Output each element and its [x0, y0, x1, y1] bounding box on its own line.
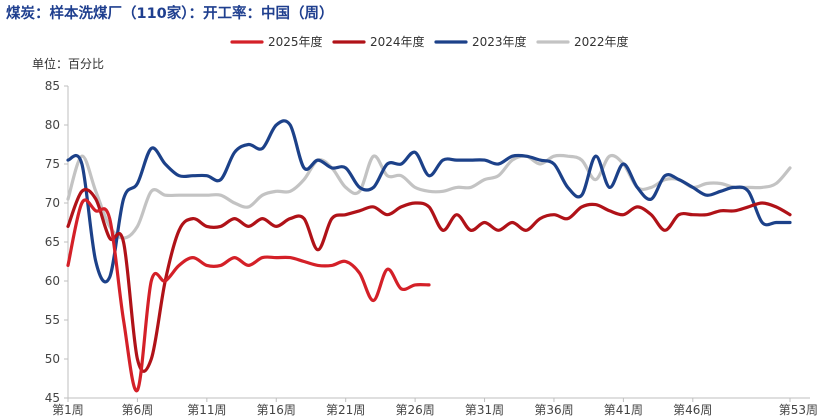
legend-label: 2024年度 [370, 34, 425, 49]
x-tick-label: 第36周 [534, 403, 573, 417]
legend: 2025年度 2024年度 2023年度 2022年度 [230, 34, 629, 49]
x-tick-label: 第6周 [122, 403, 154, 417]
series-line-2023年度 [66, 119, 792, 284]
series-line-2024年度 [66, 187, 792, 373]
y-tick-label: 60 [45, 274, 60, 288]
chart-title: 煤炭：样本洗煤厂（110家）：开工率：中国（周） [6, 4, 334, 22]
y-tick-label: 65 [45, 235, 60, 249]
series-line-2022年度 [66, 153, 792, 240]
axes: 45 50 55 60 65 70 75 80 85 第1周 第6周 第11周 第16周 第21周 第26周… [45, 79, 818, 417]
unit-label: 单位：百分比 [32, 56, 104, 71]
x-tick-label: 第11周 [187, 403, 226, 417]
x-tick-label: 第41周 [604, 403, 643, 417]
series-layer [66, 119, 792, 393]
legend-label: 2022年度 [574, 34, 629, 49]
legend-label: 2025年度 [268, 34, 323, 49]
y-tick-label: 45 [45, 391, 60, 405]
y-tick-label: 55 [45, 313, 60, 327]
x-tick-label: 第53周 [779, 403, 818, 417]
x-tick-label: 第31周 [465, 403, 504, 417]
series-line-2025年度 [66, 198, 431, 393]
y-tick-label: 75 [45, 157, 60, 171]
y-tick-label: 70 [45, 196, 60, 210]
y-tick-label: 50 [45, 352, 60, 366]
y-tick-label: 85 [45, 79, 60, 93]
y-tick-label: 80 [45, 118, 60, 132]
x-tick-label: 第26周 [395, 403, 434, 417]
x-tick-label: 第16周 [257, 403, 296, 417]
x-tick-label: 第46周 [673, 403, 712, 417]
legend-label: 2023年度 [472, 34, 527, 49]
x-tick-label: 第21周 [326, 403, 365, 417]
x-tick-label: 第1周 [52, 403, 84, 417]
